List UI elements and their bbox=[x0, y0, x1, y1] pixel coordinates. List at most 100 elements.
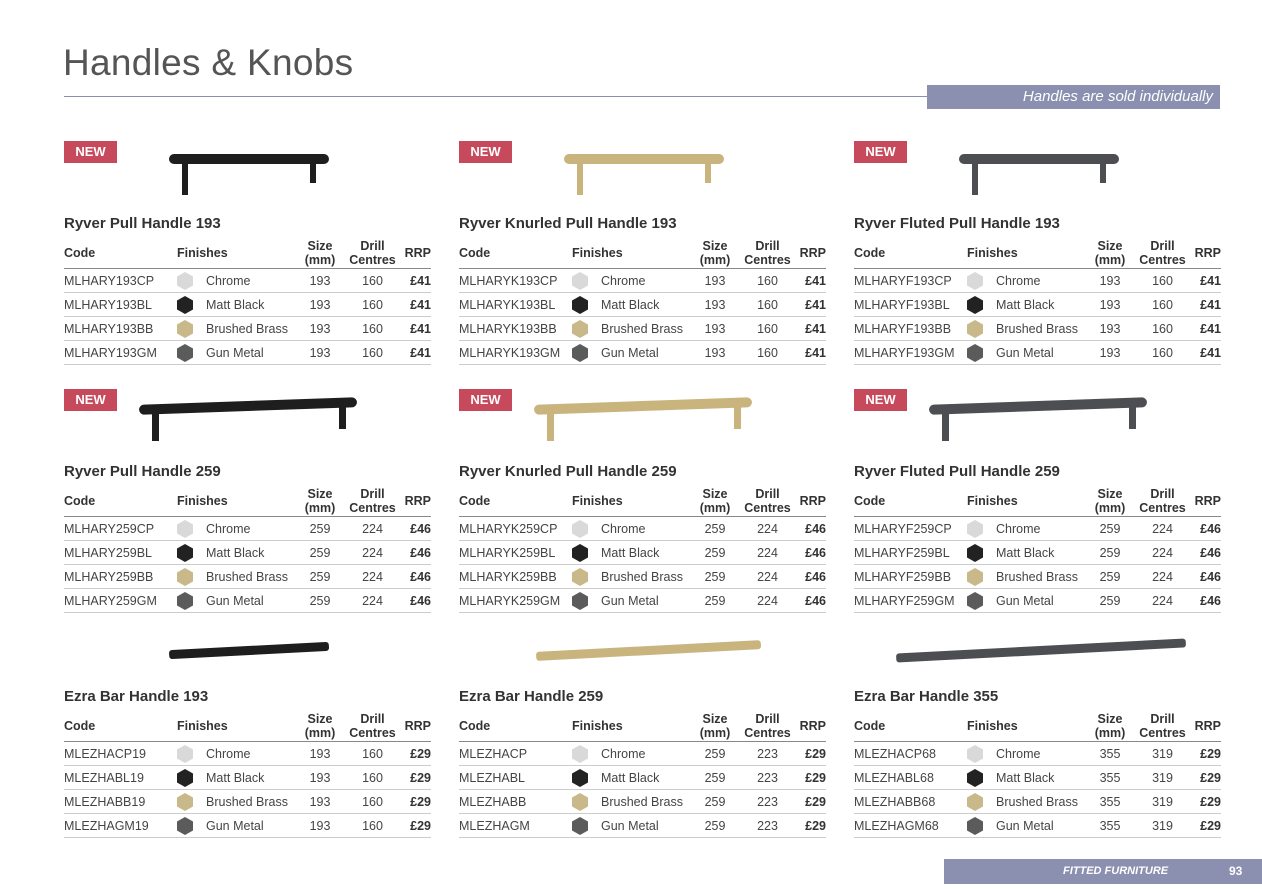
rrp: £41 bbox=[410, 297, 431, 312]
column-header: Finishes bbox=[572, 493, 623, 508]
size: 193 bbox=[704, 345, 726, 360]
finish-swatch bbox=[572, 295, 588, 314]
finish-name: Gun Metal bbox=[601, 818, 659, 833]
product-code: MLEZHABB68 bbox=[854, 794, 936, 809]
drill-centres: 160 bbox=[757, 345, 778, 360]
column-header: Code bbox=[854, 493, 886, 508]
drill-centres: 160 bbox=[362, 818, 383, 833]
column-header: Drill Centres bbox=[349, 711, 396, 740]
column-header: Drill Centres bbox=[744, 238, 791, 267]
finish-swatch bbox=[967, 816, 983, 835]
product-image bbox=[169, 154, 329, 195]
new-badge: NEW bbox=[64, 141, 117, 163]
finish: Brushed Brass bbox=[967, 319, 1085, 338]
finish-swatch bbox=[572, 591, 588, 610]
column-header: Code bbox=[854, 245, 886, 260]
table-header: Code Finishes Size (mm) Drill Centres RRP bbox=[64, 485, 431, 517]
finish-name: Brushed Brass bbox=[996, 794, 1078, 809]
column-header: Drill Centres bbox=[1139, 238, 1186, 267]
finish-name: Gun Metal bbox=[996, 818, 1054, 833]
finish-swatch bbox=[177, 295, 193, 314]
column-header: Finishes bbox=[967, 245, 1018, 260]
rrp: £46 bbox=[1200, 569, 1221, 584]
finish-swatch bbox=[572, 271, 588, 290]
rrp: £41 bbox=[410, 345, 431, 360]
rrp: £41 bbox=[1200, 345, 1221, 360]
product: NEW Ryver Pull Handle 193 Code Finishes Size… bbox=[64, 141, 431, 371]
column-header: RRP bbox=[404, 493, 431, 508]
footer: FITTED FURNITURE 93 bbox=[944, 859, 1262, 884]
product-code: MLHARYK259BL bbox=[459, 545, 556, 560]
page-number: 93 bbox=[1229, 864, 1243, 878]
product: NEW Ryver Knurled Pull Handle 193 Code Fini… bbox=[459, 141, 826, 371]
rrp: £46 bbox=[805, 545, 826, 560]
finish-swatch bbox=[177, 519, 193, 538]
column-header: Size (mm) bbox=[304, 711, 336, 740]
rrp: £29 bbox=[1200, 746, 1221, 761]
product-image bbox=[959, 154, 1119, 195]
column-header: Code bbox=[459, 718, 491, 733]
finish: Brushed Brass bbox=[572, 319, 690, 338]
finish-swatch bbox=[572, 343, 588, 362]
finish: Chrome bbox=[177, 519, 295, 538]
size: 259 bbox=[1099, 569, 1121, 584]
table-row: MLHARYK193BL Matt Black 193 160 £41 bbox=[459, 293, 826, 317]
finish: Chrome bbox=[967, 519, 1085, 538]
column-header: Size (mm) bbox=[1094, 711, 1126, 740]
finish: Gun Metal bbox=[572, 816, 690, 835]
column-header: RRP bbox=[1194, 718, 1221, 733]
finish: Chrome bbox=[572, 271, 690, 290]
product-code: MLEZHAGM bbox=[459, 818, 530, 833]
finish-swatch bbox=[572, 816, 588, 835]
rrp: £41 bbox=[1200, 297, 1221, 312]
table-row: MLHARY259BB Brushed Brass 259 224 £46 bbox=[64, 565, 431, 589]
finish-swatch bbox=[177, 543, 193, 562]
finish-swatch bbox=[967, 519, 983, 538]
banner: Handles are sold individually bbox=[927, 85, 1220, 109]
drill-centres: 224 bbox=[1152, 569, 1173, 584]
size: 259 bbox=[1099, 521, 1121, 536]
size: 193 bbox=[309, 770, 331, 785]
size: 193 bbox=[309, 297, 331, 312]
product-image bbox=[139, 397, 357, 441]
table-row: MLHARY259CP Chrome 259 224 £46 bbox=[64, 517, 431, 541]
spec-table: Code Finishes Size (mm) Drill Centres RRP MLH… bbox=[854, 485, 1221, 613]
drill-centres: 224 bbox=[1152, 545, 1173, 560]
table-row: MLEZHABL68 Matt Black 355 319 £29 bbox=[854, 766, 1221, 790]
rrp: £29 bbox=[410, 746, 431, 761]
column-header: Finishes bbox=[967, 718, 1018, 733]
finish-swatch bbox=[967, 295, 983, 314]
rrp: £46 bbox=[410, 593, 431, 608]
product-code: MLHARYK259BB bbox=[459, 569, 557, 584]
product: Ezra Bar Handle 193 Code Finishes Size (mm)… bbox=[64, 614, 431, 844]
rrp: £41 bbox=[410, 321, 431, 336]
table-row: MLHARYK193BB Brushed Brass 193 160 £41 bbox=[459, 317, 826, 341]
finish-name: Matt Black bbox=[996, 297, 1055, 312]
finish: Matt Black bbox=[967, 543, 1085, 562]
table-row: MLHARYK193GM Gun Metal 193 160 £41 bbox=[459, 341, 826, 365]
size: 193 bbox=[704, 321, 726, 336]
product: NEW Ryver Knurled Pull Handle 259 Code Fini… bbox=[459, 389, 826, 619]
table-row: MLEZHABB Brushed Brass 259 223 £29 bbox=[459, 790, 826, 814]
new-badge: NEW bbox=[459, 389, 512, 411]
finish-name: Matt Black bbox=[996, 770, 1055, 785]
finish-name: Brushed Brass bbox=[206, 569, 288, 584]
finish-swatch bbox=[177, 567, 193, 586]
finish-swatch bbox=[967, 319, 983, 338]
product-name: Ryver Fluted Pull Handle 193 bbox=[854, 215, 1060, 232]
finish: Gun Metal bbox=[967, 343, 1085, 362]
table-row: MLHARYF259BB Brushed Brass 259 224 £46 bbox=[854, 565, 1221, 589]
finish: Gun Metal bbox=[177, 343, 295, 362]
column-header: Drill Centres bbox=[349, 238, 396, 267]
finish-name: Chrome bbox=[996, 521, 1041, 536]
column-header: Size (mm) bbox=[304, 486, 336, 515]
finish: Gun Metal bbox=[967, 591, 1085, 610]
table-header: Code Finishes Size (mm) Drill Centres RRP bbox=[64, 237, 431, 269]
finish-swatch bbox=[177, 744, 193, 763]
finish-name: Brushed Brass bbox=[601, 321, 683, 336]
finish-name: Brushed Brass bbox=[996, 569, 1078, 584]
drill-centres: 160 bbox=[1152, 321, 1173, 336]
column-header: Size (mm) bbox=[699, 486, 731, 515]
column-header: Code bbox=[459, 245, 491, 260]
